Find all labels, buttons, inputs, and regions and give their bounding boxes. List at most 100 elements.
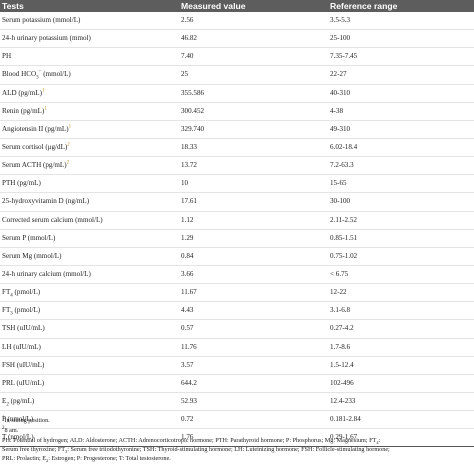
test-name: 25-hydroxyvitamin D (ng/mL) bbox=[2, 197, 90, 206]
measured-value-cell: 1.12 bbox=[179, 211, 328, 230]
test-name: ALD (pg/mL) bbox=[2, 88, 42, 97]
test-name-cell: Serum cortisol (μg/dL)2 bbox=[0, 138, 179, 158]
test-name-cell: ALD (pg/mL)1 bbox=[0, 84, 179, 103]
lab-results-table: Tests Measured value Reference range Ser… bbox=[0, 0, 474, 448]
test-name-cell: Corrected serum calcium (mmol/L) bbox=[0, 211, 179, 230]
reference-range-cell: 3.5-5.3 bbox=[328, 12, 474, 31]
test-name: 24-h urinary potassium (mmol) bbox=[2, 34, 91, 43]
test-name-subscript: 3 bbox=[36, 75, 39, 81]
test-name-cell: T (nmol/L) bbox=[0, 428, 179, 448]
table-row: PH 7.40 7.35-7.45 bbox=[0, 47, 474, 67]
reference-range-cell: 7.35-7.45 bbox=[328, 47, 474, 67]
test-name-cell: PRL (uIU/mL) bbox=[0, 374, 179, 393]
table-header-row: Tests Measured value Reference range bbox=[0, 0, 474, 12]
reference-range-cell: 40-310 bbox=[328, 84, 474, 103]
table-row: 25-hydroxyvitamin D (ng/mL) 17.61 30-100 bbox=[0, 192, 474, 212]
table-row: LH (uIU/mL) 11.76 1.7-8.6 bbox=[0, 338, 474, 357]
test-name: Corrected serum calcium (mmol/L) bbox=[2, 215, 103, 224]
measured-value-cell: 46.82 bbox=[179, 29, 328, 49]
abbreviations-line-2: Serum free thyroxine; FT3: Serum free tr… bbox=[2, 445, 390, 454]
test-name: P (nmol/L) bbox=[2, 415, 34, 424]
reference-range-cell: 0.27-4.2 bbox=[328, 319, 474, 339]
test-name: PRL (uIU/mL) bbox=[2, 378, 45, 387]
test-name-cell: Angiotensin II (pg/mL)1 bbox=[0, 120, 179, 139]
test-name: LH (uIU/mL) bbox=[2, 342, 41, 351]
table-row: Serum potassium (mmol/L) 2.56 3.5-5.3 bbox=[0, 12, 474, 31]
measured-value-cell: 13.72 bbox=[179, 156, 328, 176]
measured-value-cell: 1.29 bbox=[179, 229, 328, 248]
footnote-2: 28 am. bbox=[2, 426, 472, 436]
test-name-subscript: 3 bbox=[10, 311, 13, 317]
test-name-cell: Serum P (mmol/L) bbox=[0, 229, 179, 248]
test-name-unit: (mmol/L) bbox=[41, 70, 71, 79]
measured-value-cell: 0.84 bbox=[179, 247, 328, 266]
measured-value-cell: 4.43 bbox=[179, 301, 328, 321]
measured-value-cell: 11.76 bbox=[179, 338, 328, 357]
footnote-marker: 2 bbox=[67, 142, 70, 148]
measured-value-cell: 329.740 bbox=[179, 120, 328, 139]
footnote-marker: 1 bbox=[42, 88, 45, 94]
reference-range-cell: 0.75-1.02 bbox=[328, 247, 474, 266]
test-name-cell: Renin (pg/mL)1 bbox=[0, 102, 179, 121]
test-name-cell: FT4 (pmol/L) bbox=[0, 283, 179, 303]
table-row: T (nmol/L) 1.76 0.29-1.67 bbox=[0, 428, 474, 448]
reference-range-cell: 3.1-6.8 bbox=[328, 301, 474, 321]
reference-range-cell: 102-496 bbox=[328, 374, 474, 393]
test-name: PH bbox=[2, 52, 12, 61]
header-tests: Tests bbox=[0, 0, 179, 12]
measured-value-cell: 3.66 bbox=[179, 265, 328, 285]
test-name-cell: Serum Mg (mmol/L) bbox=[0, 247, 179, 266]
table-row: P (nmol/L) 0.72 0.181-2.84 bbox=[0, 410, 474, 430]
reference-range-cell: 6.02-18.4 bbox=[328, 138, 474, 158]
header-reference-range: Reference range bbox=[328, 0, 474, 12]
test-name: FT bbox=[2, 288, 11, 297]
table-row: PRL (uIU/mL) 644.2 102-496 bbox=[0, 374, 474, 393]
test-name-cell: 24-h urinary potassium (mmol) bbox=[0, 29, 179, 49]
test-name-subscript: 4 bbox=[10, 293, 13, 299]
reference-range-cell: 12.4-233 bbox=[328, 392, 474, 412]
test-name-cell: P (nmol/L) bbox=[0, 410, 179, 430]
test-name-unit: (pmol/L) bbox=[12, 288, 41, 297]
table-row: Serum P (mmol/L) 1.29 0.85-1.51 bbox=[0, 229, 474, 248]
test-name-cell: PTH (pg/mL) bbox=[0, 174, 179, 194]
measured-value-cell: 7.40 bbox=[179, 47, 328, 67]
table-row: Corrected serum calcium (mmol/L) 1.12 2.11… bbox=[0, 211, 474, 230]
measured-value-cell: 52.93 bbox=[179, 392, 328, 412]
test-name: E bbox=[2, 397, 7, 406]
reference-range-cell: 30-100 bbox=[328, 192, 474, 212]
test-name-cell: Serum potassium (mmol/L) bbox=[0, 12, 179, 31]
test-name-cell: FSH (uIU/mL) bbox=[0, 356, 179, 375]
reference-range-cell: 12-22 bbox=[328, 283, 474, 303]
table-row: FSH (uIU/mL) 3.57 1.5-12.4 bbox=[0, 356, 474, 375]
measured-value-cell: 355.586 bbox=[179, 84, 328, 103]
table-row: FT4 (pmol/L) 11.67 12-22 bbox=[0, 283, 474, 303]
reference-range-cell: 7.2-63.3 bbox=[328, 156, 474, 176]
measured-value-cell: 3.57 bbox=[179, 356, 328, 375]
test-name: Serum ACTH (pg/mL) bbox=[2, 161, 67, 170]
test-name-cell: PH bbox=[0, 47, 179, 67]
test-name: Serum P (mmol/L) bbox=[2, 233, 56, 242]
table-row: Serum cortisol (μg/dL)2 18.33 6.02-18.4 bbox=[0, 138, 474, 158]
test-name: Blood HCO bbox=[2, 70, 37, 79]
abbreviations-line-1: PH: Potential of hydrogen; ALD: Aldoster… bbox=[2, 436, 381, 446]
reference-range-cell: 0.181-2.84 bbox=[328, 410, 474, 430]
table-row: Blood HCO3− (mmol/L) 25 22-27 bbox=[0, 65, 474, 85]
footnote-marker: 1 bbox=[44, 106, 47, 112]
measured-value-cell: 644.2 bbox=[179, 374, 328, 393]
footnote-1: 1In sitting position. bbox=[2, 416, 472, 426]
reference-range-cell: < 6.75 bbox=[328, 265, 474, 285]
table-row: FT3 (pmol/L) 4.43 3.1-6.8 bbox=[0, 301, 474, 321]
measured-value-cell: 25 bbox=[179, 65, 328, 85]
measured-value-cell: 0.57 bbox=[179, 319, 328, 339]
test-name-unit: (pg/mL) bbox=[8, 397, 35, 406]
test-name: FT bbox=[2, 306, 11, 315]
test-name-cell: Serum ACTH (pg/mL)2 bbox=[0, 156, 179, 176]
reference-range-cell: 1.5-12.4 bbox=[328, 356, 474, 375]
test-name-cell: 24-h urinary calcium (mmol/L) bbox=[0, 265, 179, 285]
test-name-cell: Blood HCO3− (mmol/L) bbox=[0, 65, 179, 85]
footnotes: 1In sitting position. 28 am. PH: Potenti… bbox=[2, 416, 472, 464]
test-name: Serum Mg (mmol/L) bbox=[2, 251, 62, 260]
reference-range-cell: 0.29-1.67 bbox=[328, 428, 474, 448]
table-row: E2 (pg/mL) 52.93 12.4-233 bbox=[0, 392, 474, 412]
